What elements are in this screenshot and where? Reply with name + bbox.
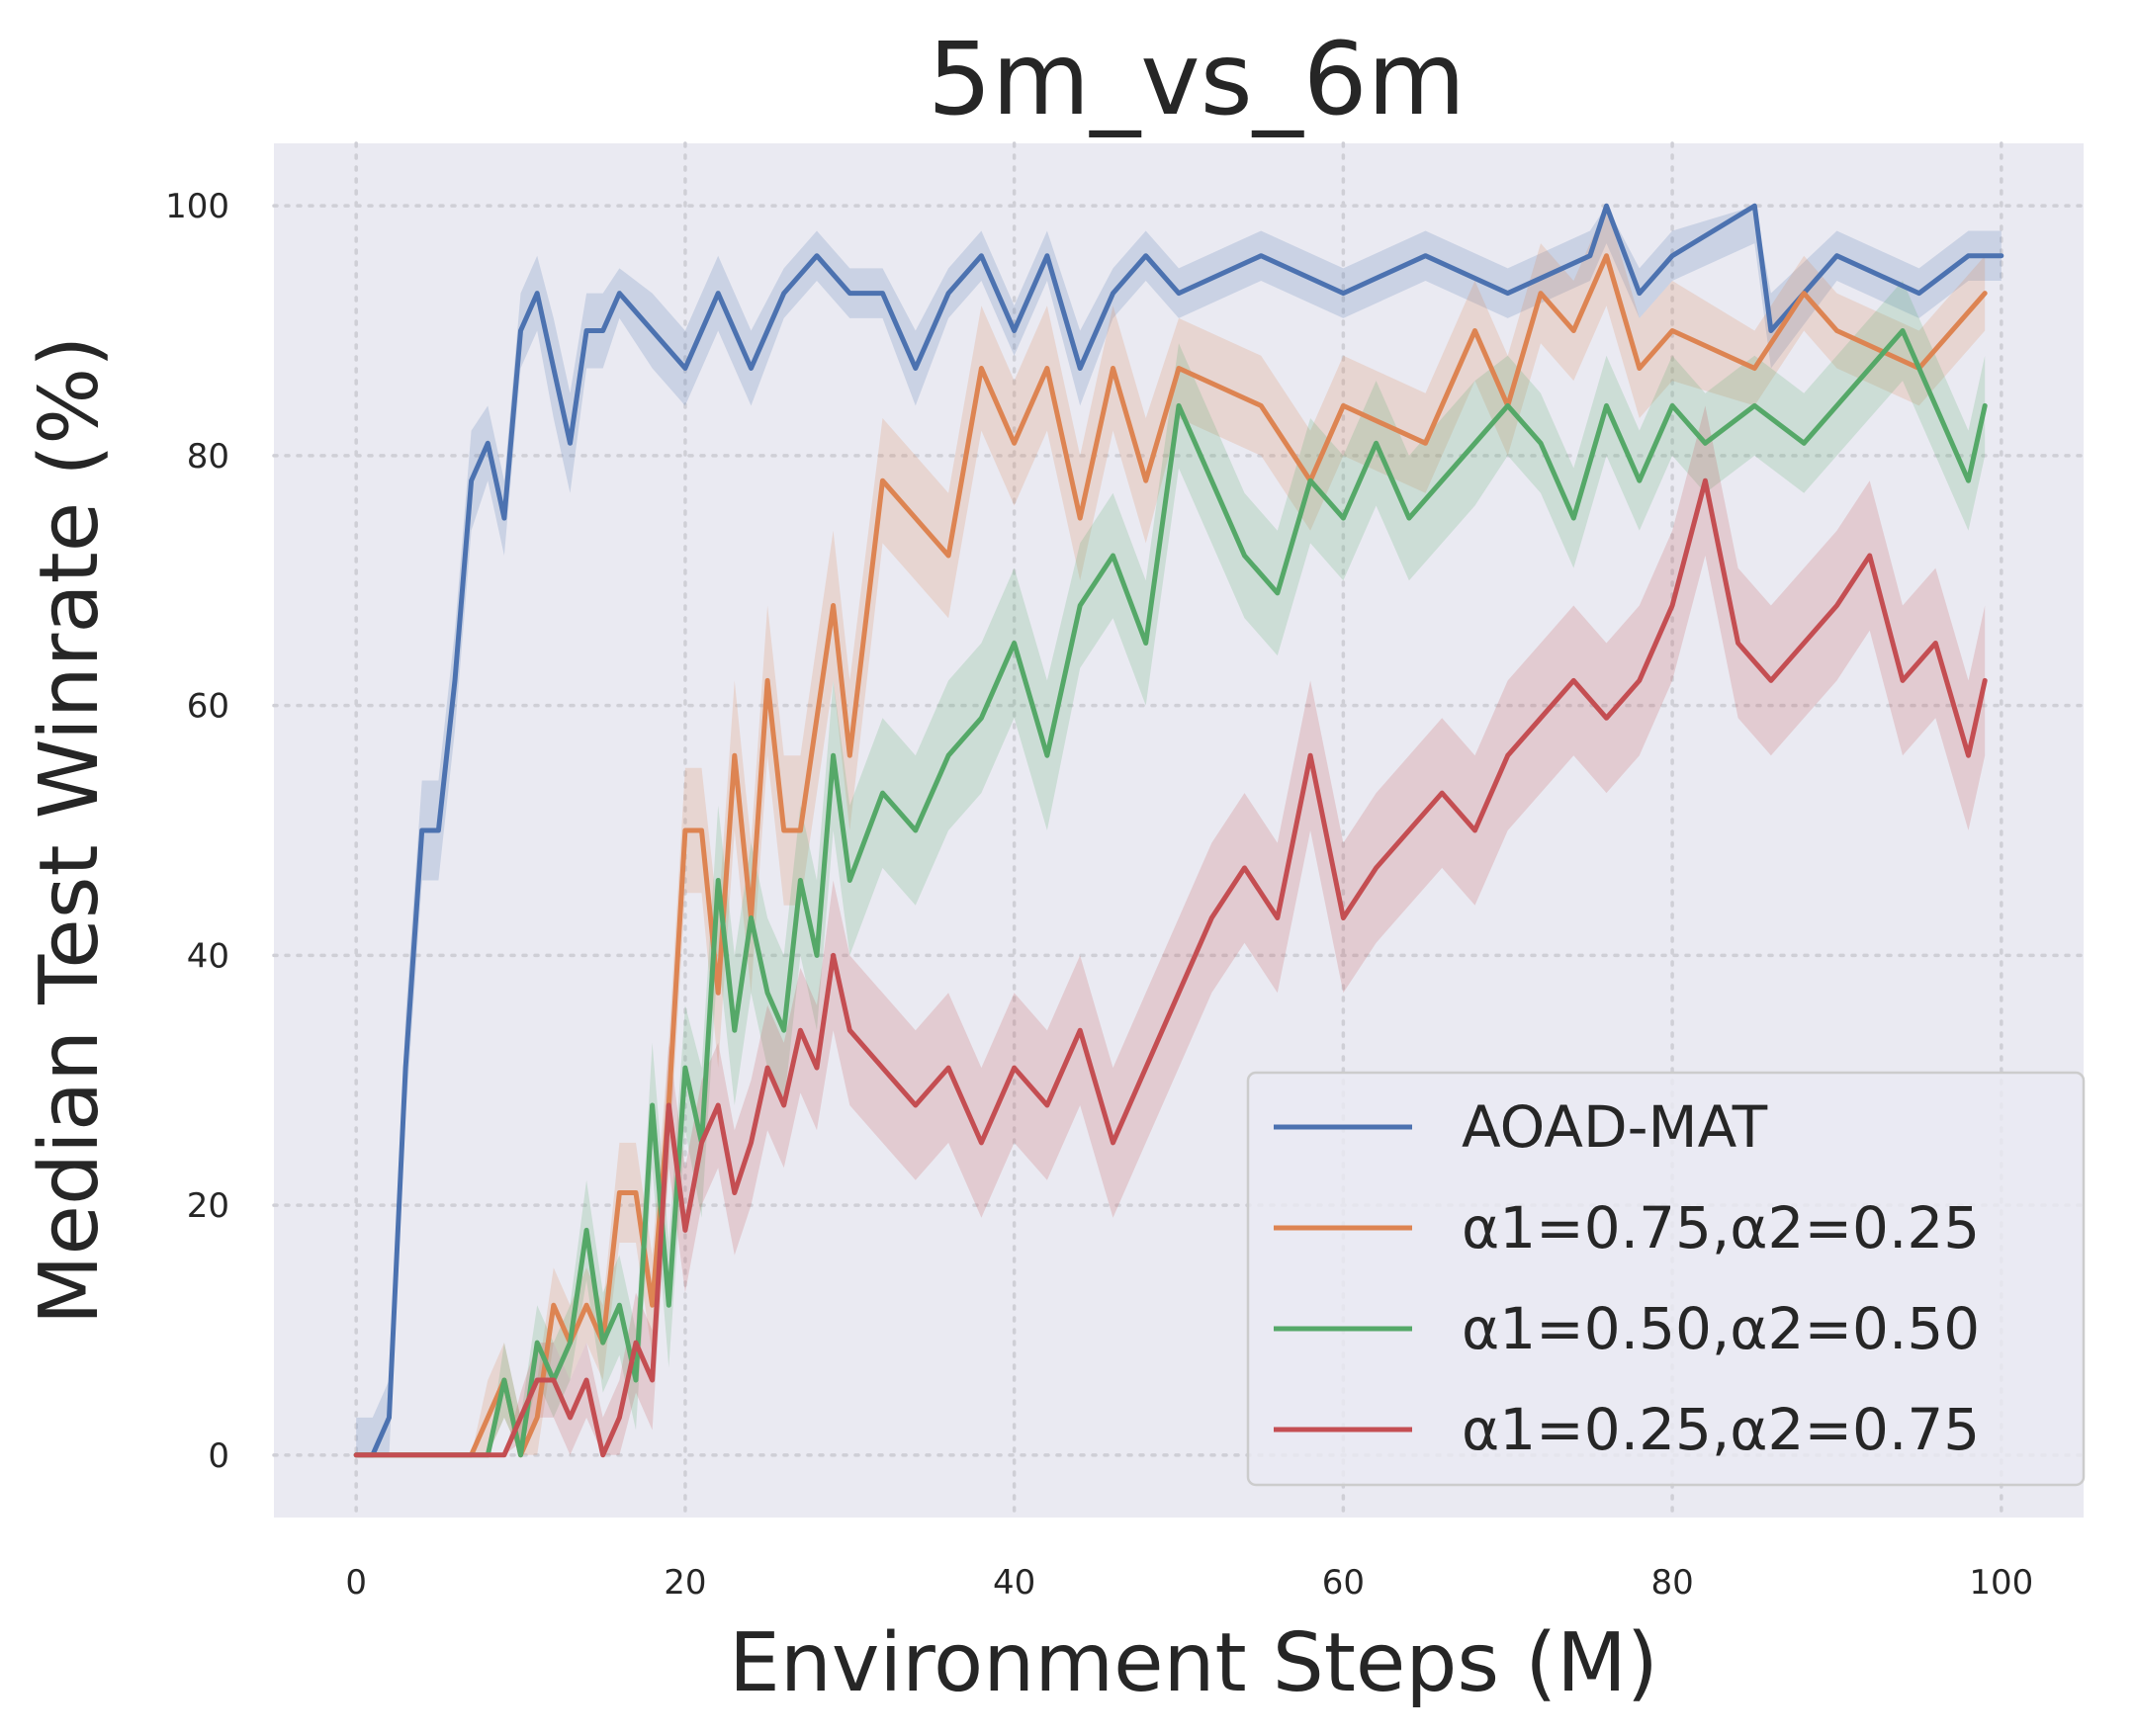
legend-label-2: α1=0.75,α2=0.25 xyxy=(1462,1194,1980,1261)
x-tick-label: 80 xyxy=(1650,1563,1693,1603)
line-series-2 xyxy=(353,253,1988,1458)
legend-label-1: AOAD-MAT xyxy=(1462,1093,1768,1161)
line-series-4 xyxy=(353,477,1988,1458)
chart-title: 5m_vs_6m xyxy=(928,21,1466,138)
y-tick-label: 80 xyxy=(187,437,229,477)
x-tick-label: 60 xyxy=(1322,1563,1365,1603)
x-tick-labels: 0 20 40 60 80 100 xyxy=(345,1563,2033,1603)
legend-entries: AOAD-MAT α1=0.75,α2=0.25 α1=0.50,α2=0.50 α1… xyxy=(1274,1093,1980,1463)
legend-label-4: α1=0.25,α2=0.75 xyxy=(1462,1396,1980,1463)
line-series-3 xyxy=(353,328,1988,1458)
y-tick-label: 60 xyxy=(187,687,229,727)
line-series-1 xyxy=(353,203,2004,1458)
x-tick-label: 100 xyxy=(1969,1563,2033,1603)
x-tick-label: 40 xyxy=(993,1563,1035,1603)
series-lines xyxy=(353,203,2004,1458)
legend-box xyxy=(1246,1071,2086,1487)
x-axis-title: Environment Steps (M) xyxy=(729,1616,1658,1710)
y-tick-labels: 0 20 40 60 80 100 xyxy=(165,187,229,1476)
y-tick-label: 40 xyxy=(187,936,229,976)
y-tick-label: 100 xyxy=(165,187,229,226)
y-tick-label: 20 xyxy=(187,1186,229,1226)
band-series-4 xyxy=(356,405,1986,1455)
y-tick-label: 0 xyxy=(208,1436,229,1476)
legend: AOAD-MAT α1=0.75,α2=0.25 α1=0.50,α2=0.50 α1… xyxy=(1246,1071,2086,1487)
band-series-2 xyxy=(356,206,1986,1455)
legend-label-3: α1=0.50,α2=0.50 xyxy=(1462,1295,1980,1362)
y-axis-title: Median Test Winrate (%) xyxy=(23,336,117,1325)
x-tick-label: 20 xyxy=(664,1563,706,1603)
band-series-3 xyxy=(356,281,1986,1455)
x-tick-label: 0 xyxy=(345,1563,367,1603)
